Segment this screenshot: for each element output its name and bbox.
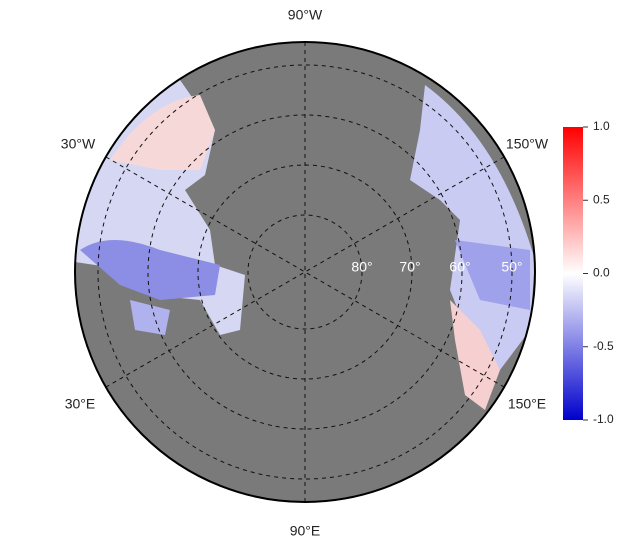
latitude-circle bbox=[197, 164, 413, 380]
longitude-label: 90°E bbox=[290, 523, 321, 539]
longitude-label: 150°E bbox=[508, 396, 546, 412]
colorbar-tick-label: 1.0 bbox=[593, 119, 610, 133]
map-disc bbox=[75, 42, 535, 502]
map-border bbox=[74, 41, 536, 503]
latitude-label: 60° bbox=[449, 259, 470, 275]
longitude-label: 30°W bbox=[61, 136, 96, 152]
colorbar-tick-label: 0.5 bbox=[593, 192, 610, 206]
latitude-label: 50° bbox=[501, 259, 522, 275]
latitude-circle bbox=[247, 214, 363, 330]
longitude-label: 150°W bbox=[506, 136, 549, 152]
colorbar-ramp bbox=[563, 127, 583, 420]
colorbar-tick-label: -0.5 bbox=[593, 339, 614, 353]
ocean-anomaly bbox=[110, 95, 215, 170]
longitude-label: 90°W bbox=[288, 7, 323, 23]
ocean-anomaly bbox=[80, 240, 220, 300]
latitude-circle bbox=[97, 64, 513, 480]
colorbar-tick-label: -1.0 bbox=[593, 412, 614, 426]
ocean-anomaly bbox=[450, 300, 500, 410]
colorbar: 1.0 0.5 0.0 -0.5 -1.0 bbox=[563, 119, 614, 426]
ocean-anomaly bbox=[130, 300, 170, 335]
colorbar-tick-label: 0.0 bbox=[593, 266, 610, 280]
latitude-label: 80° bbox=[351, 259, 372, 275]
ocean-anomaly bbox=[455, 240, 530, 310]
longitude-label: 30°E bbox=[65, 396, 96, 412]
latitude-label: 70° bbox=[399, 259, 420, 275]
